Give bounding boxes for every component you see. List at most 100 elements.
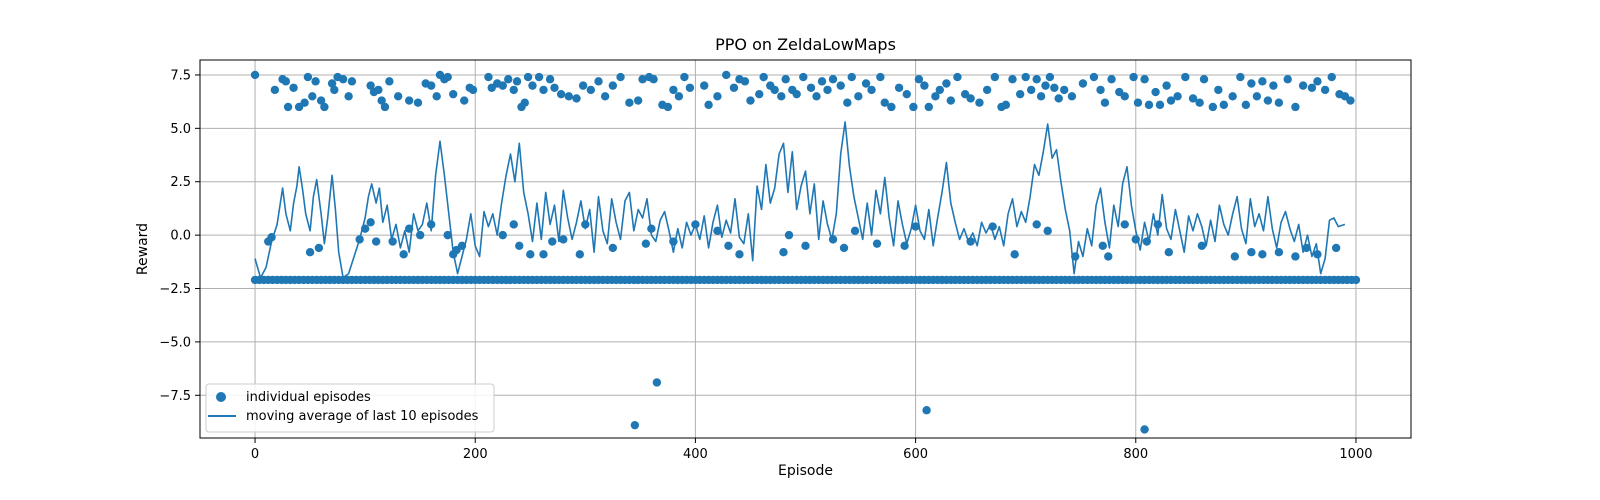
y-axis-label: Reward (135, 223, 151, 275)
episode-point (922, 406, 931, 415)
episode-point (823, 85, 832, 95)
axes-ticks: 0 200 400 600 800 1000 7.5 5.0 2.5 0.0 −2.5 −5.0 −7.… (159, 68, 1372, 462)
episode-point (638, 75, 647, 84)
episode-point (1331, 243, 1341, 253)
episode-point (1045, 72, 1055, 82)
episode-point (1151, 87, 1160, 97)
episode-point (388, 237, 397, 246)
episode-point (828, 75, 838, 84)
episode-point (548, 237, 557, 246)
chart-title: PPO on ZeldaLowMaps (715, 35, 896, 54)
episode-point (1015, 89, 1025, 99)
episode-point (909, 102, 918, 112)
episode-point (449, 89, 458, 99)
episode-point (413, 98, 423, 107)
episode-point (270, 85, 280, 95)
episode-point (460, 96, 469, 105)
episode-point (641, 239, 651, 248)
episode-point (975, 98, 984, 107)
episode-point (924, 102, 934, 112)
episode-point (966, 94, 975, 103)
episode-point (1208, 102, 1218, 112)
episode-point (559, 235, 568, 244)
episode-point (850, 226, 860, 236)
episode-point (1026, 85, 1036, 95)
episode-point (1252, 92, 1262, 101)
episode-point (1032, 220, 1041, 229)
episode-point (836, 81, 845, 90)
x-tick-label: 1000 (1339, 447, 1372, 462)
episode-point (1258, 77, 1267, 86)
episode-point (399, 250, 408, 259)
moving-average-line (254, 121, 1346, 279)
episode-point (1195, 98, 1204, 107)
episode-point (1351, 275, 1361, 285)
episode-point (867, 85, 876, 95)
episode-point (1291, 252, 1300, 261)
episode-point (468, 85, 478, 95)
episode-point (347, 77, 357, 86)
episode-point (847, 72, 856, 82)
episode-point (652, 378, 662, 387)
episode-point (861, 79, 871, 88)
episode-point (911, 222, 920, 231)
episode-point (572, 94, 581, 103)
episode-point (515, 241, 524, 250)
episode-point (843, 98, 852, 107)
episode-point (1346, 96, 1355, 105)
episode-point (330, 85, 339, 95)
episode-point (539, 85, 548, 95)
episode-point (443, 72, 452, 82)
episode-point (1188, 94, 1198, 103)
episode-point (1219, 100, 1229, 110)
episode-point (1320, 85, 1330, 95)
episode-point (680, 72, 689, 82)
episode-point (1241, 100, 1251, 110)
episode-point (1164, 248, 1174, 257)
episode-point (404, 96, 414, 105)
episode-point (755, 89, 764, 99)
episode-point (564, 92, 574, 101)
episode-point (484, 72, 493, 82)
episode-point (784, 230, 794, 240)
episode-point (914, 75, 924, 84)
episode-point (942, 79, 951, 88)
y-tick-label: 7.5 (170, 68, 191, 83)
episode-point (1274, 248, 1284, 257)
episode-point (393, 92, 403, 101)
episode-point (1263, 96, 1273, 105)
legend-label-scatter: individual episodes (246, 390, 371, 405)
episode-point (990, 72, 1000, 82)
episode-point (250, 70, 260, 80)
episode-point (509, 85, 518, 95)
episode-point (1104, 252, 1113, 261)
episode-point (314, 243, 324, 253)
x-tick-label: 0 (251, 447, 259, 462)
episode-point (746, 96, 755, 105)
y-tick-label: 2.5 (170, 175, 191, 190)
episode-point (1199, 75, 1209, 84)
episode-point (311, 77, 320, 86)
x-tick-label: 600 (903, 447, 928, 462)
episode-point (366, 218, 375, 227)
episode-point (1214, 85, 1223, 95)
episode-point (320, 102, 329, 112)
episode-point (781, 75, 790, 84)
episode-point (550, 83, 559, 92)
grid (200, 60, 1411, 438)
episode-point (799, 72, 808, 82)
episode-point (817, 77, 827, 86)
episode-point (528, 81, 537, 90)
episode-point (303, 72, 313, 82)
episode-point (1043, 226, 1052, 236)
episode-point (1197, 241, 1207, 250)
episode-point (735, 250, 744, 259)
episode-point (1274, 98, 1284, 107)
episode-point (966, 237, 975, 246)
episode-point (385, 77, 394, 86)
episode-point (316, 96, 326, 105)
episode-point (1181, 72, 1190, 82)
episode-point (1041, 81, 1050, 90)
episode-point (1089, 72, 1099, 82)
